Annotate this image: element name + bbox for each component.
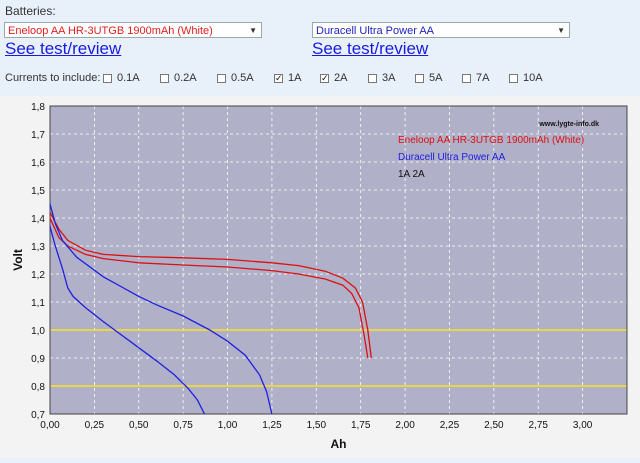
- checkbox[interactable]: [217, 73, 226, 83]
- checkbox[interactable]: [368, 73, 377, 83]
- legend-entry-duracell: Duracell Ultra Power AA: [398, 152, 506, 163]
- x-tick-label: 1,00: [218, 420, 238, 431]
- current-option-3a[interactable]: 3A: [368, 72, 395, 84]
- current-option-0-5a[interactable]: 0.5A: [217, 72, 254, 84]
- chevron-down-icon: ▼: [557, 26, 565, 35]
- y-axis-label: Volt: [11, 249, 25, 271]
- x-tick-label: 1,75: [351, 420, 371, 431]
- y-tick-label: 0,7: [31, 410, 45, 421]
- x-tick-label: 2,00: [395, 420, 415, 431]
- y-tick-label: 1,3: [31, 242, 45, 253]
- checkbox[interactable]: [509, 73, 518, 83]
- y-tick-label: 1,7: [31, 130, 45, 141]
- current-option-5a[interactable]: 5A: [415, 72, 442, 84]
- checkbox[interactable]: [462, 73, 471, 83]
- checkbox[interactable]: ✓: [274, 72, 283, 83]
- discharge-chart-svg: 0,00 0,25 0,50 0,75 1,00 1,25 1,50 1,75 2,00 2,25…: [11, 102, 628, 451]
- y-tick-label: 1,8: [31, 102, 45, 113]
- left-review-link[interactable]: See test/review: [5, 39, 122, 58]
- checkbox[interactable]: [160, 73, 169, 83]
- watermark: www.lygte-info.dk: [538, 121, 599, 128]
- series-line-eneloop-1a: [49, 212, 372, 359]
- series-line-duracell-1a: [49, 203, 273, 415]
- current-option-1a[interactable]: ✓ 1A: [274, 72, 302, 84]
- y-tick-label: 1,0: [31, 326, 45, 337]
- chevron-down-icon: ▼: [249, 26, 257, 35]
- x-tick-label: 1,25: [262, 420, 282, 431]
- y-tick-label: 0,9: [31, 354, 45, 365]
- x-tick-label: 2,75: [528, 420, 548, 431]
- checkbox[interactable]: [103, 73, 112, 83]
- left-battery-select[interactable]: Eneloop AA HR-3UTGB 1900mAh (White) ▼: [4, 22, 262, 38]
- x-tick-label: 3,00: [573, 420, 593, 431]
- current-option-10a[interactable]: 10A: [509, 72, 543, 84]
- left-battery-value: Eneloop AA HR-3UTGB 1900mAh (White): [8, 25, 213, 37]
- current-option-2a[interactable]: ✓ 2A: [320, 72, 348, 84]
- x-axis-label: Ah: [331, 437, 347, 451]
- current-option-0-2a[interactable]: 0.2A: [160, 72, 197, 84]
- y-tick-label: 1,2: [31, 270, 45, 281]
- checkbox[interactable]: [415, 73, 424, 83]
- y-tick-label: 1,1: [31, 298, 45, 309]
- y-tick-label: 1,6: [31, 158, 45, 169]
- plot-border: [49, 105, 628, 415]
- checkbox[interactable]: ✓: [320, 72, 329, 83]
- x-tick-label: 2,50: [484, 420, 504, 431]
- series-line-eneloop-2a: [49, 217, 369, 359]
- x-tick-label: 0,75: [173, 420, 193, 431]
- x-tick-label: 0,50: [129, 420, 149, 431]
- legend-entry-eneloop: Eneloop AA HR-3UTGB 1900mAh (White): [398, 135, 584, 146]
- x-tick-label: 1,50: [307, 420, 327, 431]
- right-battery-select[interactable]: Duracell Ultra Power AA ▼: [312, 22, 570, 38]
- y-tick-label: 1,5: [31, 186, 45, 197]
- legend-currents: 1A 2A: [398, 169, 425, 180]
- y-tick-label: 0,8: [31, 382, 45, 393]
- current-option-7a[interactable]: 7A: [462, 72, 489, 84]
- currents-label: Currents to include:: [5, 72, 101, 84]
- y-tick-label: 1,4: [31, 214, 45, 225]
- x-tick-label: 0,00: [40, 420, 60, 431]
- right-review-link[interactable]: See test/review: [312, 39, 429, 58]
- plot-area: [50, 106, 627, 414]
- series-line-duracell-2a: [49, 226, 206, 415]
- current-option-0-1a[interactable]: 0.1A: [103, 72, 140, 84]
- batteries-label: Batteries:: [5, 4, 56, 18]
- discharge-chart: 0,00 0,25 0,50 0,75 1,00 1,25 1,50 1,75 2,00 2,25…: [0, 96, 640, 458]
- right-battery-value: Duracell Ultra Power AA: [316, 25, 434, 37]
- x-tick-label: 2,25: [440, 420, 460, 431]
- x-tick-label: 0,25: [85, 420, 105, 431]
